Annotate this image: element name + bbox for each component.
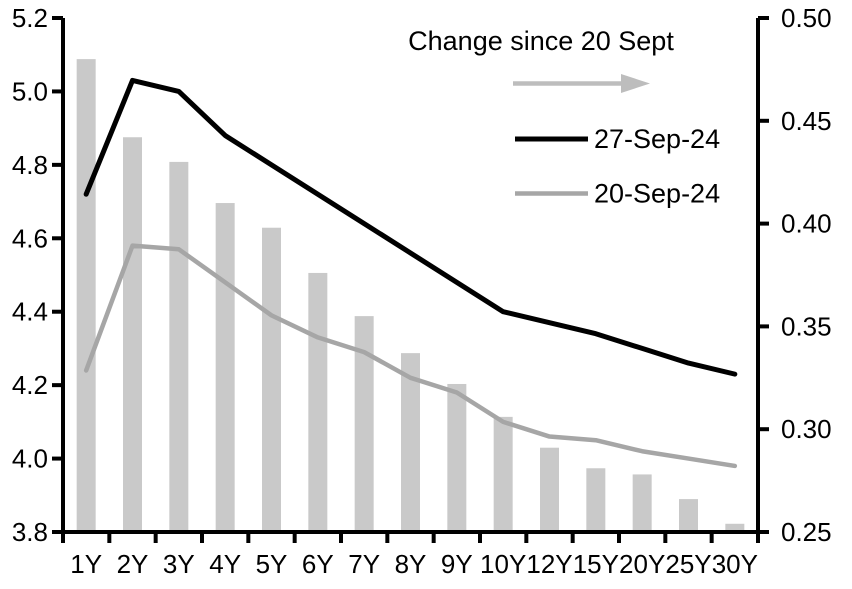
left-axis-label-5.2: 5.2 — [12, 3, 48, 33]
legend-entry-label-27-sep-24: 27-Sep-24 — [594, 124, 720, 154]
bar-5Y — [262, 227, 281, 530]
x-axis-label-5Y: 5Y — [256, 549, 288, 579]
right-axis-label-0.30: 0.30 — [781, 414, 832, 444]
left-axis-label-4.2: 4.2 — [12, 370, 48, 400]
x-axis-label-1Y: 1Y — [70, 549, 102, 579]
bar-8Y — [401, 353, 420, 530]
x-axis-label-6Y: 6Y — [302, 549, 334, 579]
legend: Change since 20 Sept 27-Sep-24 20-Sep-24 — [408, 26, 720, 209]
left-axis-label-3.8: 3.8 — [12, 517, 48, 547]
line-20-Sep-24 — [83, 243, 738, 469]
bar-25Y — [679, 499, 698, 530]
x-axis-label-25Y: 25Y — [665, 549, 711, 579]
right-axis-label-0.25: 0.25 — [781, 517, 832, 547]
right-axis-label-0.35: 0.35 — [781, 311, 832, 341]
right-axis-label-0.40: 0.40 — [781, 209, 832, 239]
bar-3Y — [169, 161, 189, 531]
bar-12Y — [540, 447, 559, 530]
x-axis-label-9Y: 9Y — [441, 549, 473, 579]
left-axis-label-4.8: 4.8 — [12, 150, 48, 180]
bar-7Y — [354, 316, 374, 530]
bar-20Y — [632, 474, 652, 530]
bar-1Y — [76, 59, 96, 531]
left-axis-label-4.0: 4.0 — [12, 444, 48, 474]
legend-title: Change since 20 Sept — [408, 26, 674, 56]
legend-change-arrow-icon — [513, 74, 650, 93]
series-change-since-20-sept-bars — [76, 59, 745, 531]
legend-entry-27-sep-24: 27-Sep-24 — [515, 124, 720, 154]
bar-30Y — [725, 523, 745, 530]
x-axis-label-10Y: 10Y — [480, 549, 526, 579]
x-axis-label-2Y: 2Y — [117, 549, 149, 579]
series-yield-lines — [83, 77, 738, 469]
bar-6Y — [308, 272, 328, 530]
x-axis-label-8Y: 8Y — [395, 549, 427, 579]
legend-entry-label-20-sep-24: 20-Sep-24 — [594, 179, 720, 209]
x-axis-label-30Y: 30Y — [712, 549, 758, 579]
x-axis-label-12Y: 12Y — [526, 549, 572, 579]
x-axis-label-4Y: 4Y — [209, 549, 241, 579]
x-axis-label-20Y: 20Y — [619, 549, 665, 579]
axes — [52, 16, 769, 543]
x-axis-label-15Y: 15Y — [573, 549, 619, 579]
x-axis-label-3Y: 3Y — [163, 549, 195, 579]
bar-4Y — [215, 203, 235, 531]
line-27-Sep-24 — [83, 77, 738, 377]
bar-9Y — [447, 383, 467, 530]
legend-entry-20-sep-24: 20-Sep-24 — [515, 179, 720, 209]
right-axis-label-0.50: 0.50 — [781, 3, 832, 33]
right-axis-label-0.45: 0.45 — [781, 106, 832, 136]
x-axis-label-7Y: 7Y — [348, 549, 380, 579]
left-axis-label-4.6: 4.6 — [12, 223, 48, 253]
left-axis-label-5.0: 5.0 — [12, 76, 48, 106]
left-axis-label-4.4: 4.4 — [12, 297, 48, 327]
axis-tick-labels: 5.2 5.0 4.8 4.6 4.4 4.2 4.0 3.8 0.50 0.45 0.40 0.35… — [12, 3, 832, 579]
bar-2Y — [123, 137, 142, 531]
bar-15Y — [586, 468, 606, 530]
bar-10Y — [493, 416, 513, 530]
